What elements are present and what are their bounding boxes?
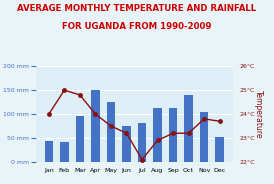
Bar [153, 108, 162, 162]
Bar [169, 108, 177, 162]
Bar [91, 90, 100, 162]
Y-axis label: Rainfall: Rainfall [0, 100, 1, 129]
Bar [215, 137, 224, 162]
Bar [122, 126, 131, 162]
Bar [200, 112, 209, 162]
Bar [138, 123, 146, 162]
Text: AVERAGE MONTHLY TEMPERATURE AND RAINFALL: AVERAGE MONTHLY TEMPERATURE AND RAINFALL [18, 4, 256, 13]
Y-axis label: Temperature: Temperature [254, 90, 263, 138]
Text: FOR UGANDA FROM 1990-2009: FOR UGANDA FROM 1990-2009 [62, 22, 212, 31]
Bar [107, 102, 115, 162]
Bar [76, 116, 84, 162]
Bar [60, 142, 69, 162]
Bar [184, 95, 193, 162]
Bar [45, 141, 53, 162]
